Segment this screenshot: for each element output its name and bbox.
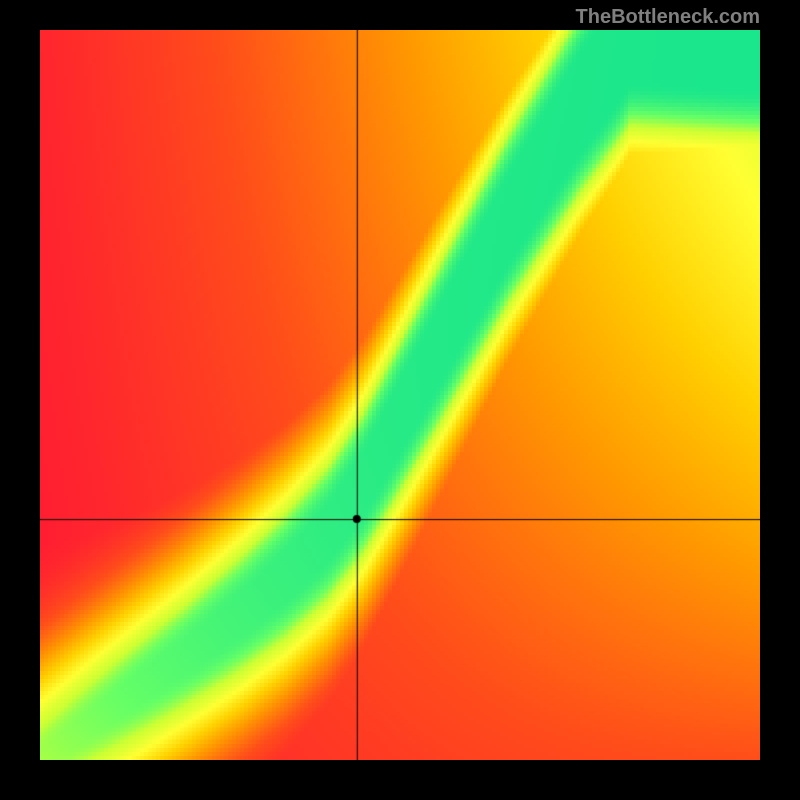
- source-watermark: TheBottleneck.com: [576, 6, 760, 29]
- chart-container: TheBottleneck.com: [0, 0, 800, 800]
- crosshair-overlay: [40, 30, 760, 760]
